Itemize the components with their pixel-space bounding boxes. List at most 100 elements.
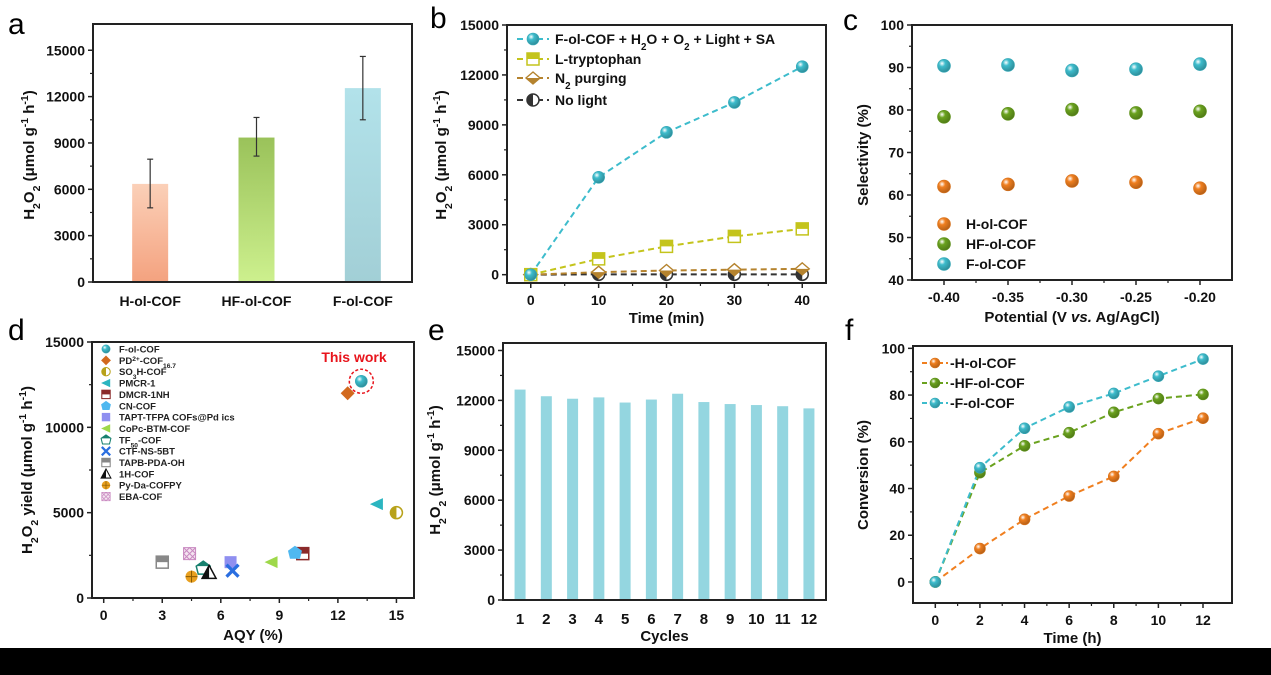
legend-item: CTF-NS-5BT bbox=[101, 446, 175, 458]
data-point bbox=[1018, 513, 1031, 526]
y-tick-label: 3000 bbox=[468, 217, 499, 233]
text-part: 2 bbox=[443, 203, 455, 209]
y-axis-title: H2O2 (μmol g-1 h-1) bbox=[431, 90, 455, 220]
data-point bbox=[182, 546, 197, 561]
data-point bbox=[1193, 104, 1207, 119]
text-part: H bbox=[433, 209, 450, 220]
plot-frame bbox=[92, 23, 413, 283]
half-fill bbox=[101, 367, 106, 376]
y-axis-title: H2O2 (μmol g-1 h-1) bbox=[425, 405, 449, 535]
half-fill bbox=[527, 53, 539, 59]
text-part: CN-COF bbox=[119, 401, 156, 412]
data-point bbox=[727, 229, 742, 244]
legend-item: H-ol-COF bbox=[937, 216, 1028, 232]
data-point bbox=[389, 505, 404, 520]
legend-item: F-ol-COF bbox=[937, 256, 1026, 272]
text-part: F-ol-COF bbox=[119, 345, 160, 356]
panel-letter: c bbox=[843, 4, 858, 37]
text-part: ) bbox=[19, 386, 36, 391]
triangle-marker bbox=[101, 378, 111, 388]
x-axis-title: Time (min) bbox=[629, 310, 705, 327]
legend-marker bbox=[101, 378, 111, 388]
legend-item: PMCR-1 bbox=[101, 379, 156, 390]
plot-frame bbox=[911, 24, 1233, 281]
legend-label: PMCR-1 bbox=[119, 379, 156, 390]
y-tick-label: 6000 bbox=[468, 167, 499, 183]
legend-marker bbox=[100, 434, 112, 445]
x-tick-label: 10 bbox=[591, 292, 607, 308]
legend-item: TAPB-PDA-OH bbox=[101, 457, 185, 469]
data-point bbox=[1107, 406, 1120, 419]
text-part: -1 bbox=[17, 414, 29, 423]
half-fill bbox=[101, 390, 111, 395]
legend-item: SO3H-COF bbox=[101, 366, 167, 381]
y-axis-title: Conversion (%) bbox=[855, 420, 872, 530]
text-part: No light bbox=[555, 92, 607, 108]
text-part: PMCR-1 bbox=[119, 379, 156, 390]
bar bbox=[567, 398, 579, 600]
text-part: 2 bbox=[29, 537, 41, 543]
legend-item: CN-COF bbox=[101, 400, 156, 412]
y-tick-label: 0 bbox=[487, 592, 495, 608]
legend-label: EBA-COF bbox=[119, 492, 162, 503]
panel-d: d This work 0 5000 10000 15000 0 3 6 9 12 15 AQY (%)… bbox=[8, 314, 415, 644]
text-part: Ag/AgCl) bbox=[1092, 309, 1160, 326]
data-point bbox=[1129, 62, 1143, 76]
data-point bbox=[264, 556, 278, 569]
text-part: H bbox=[19, 543, 36, 554]
panel-letter: f bbox=[845, 314, 854, 347]
bar bbox=[803, 408, 815, 600]
bar bbox=[344, 88, 381, 282]
y-tick-label: 70 bbox=[888, 145, 904, 161]
data-point bbox=[1197, 388, 1209, 401]
text-part: -1 bbox=[425, 433, 437, 442]
legend-item: Py-Da-COFPY bbox=[101, 481, 182, 492]
bar bbox=[593, 397, 605, 600]
y-tick-label: 20 bbox=[889, 527, 905, 543]
data-point bbox=[1063, 426, 1075, 439]
data-point bbox=[929, 576, 942, 588]
text-part: O bbox=[21, 191, 38, 203]
text-part: 2 bbox=[641, 42, 647, 53]
data-point bbox=[658, 263, 675, 278]
half-fill bbox=[659, 270, 674, 277]
x-tick-label: H-ol-COF bbox=[119, 293, 181, 309]
x-tick-label: -0.40 bbox=[928, 289, 960, 305]
x-tick-label: 6 bbox=[217, 607, 225, 623]
pentagon-marker bbox=[101, 400, 111, 410]
legend-item: N2 purging bbox=[517, 70, 627, 92]
y-tick-label: 15000 bbox=[45, 334, 84, 350]
legend-label: H-ol-COF bbox=[966, 216, 1028, 232]
annotation-this-work: This work bbox=[321, 349, 387, 365]
data-point bbox=[592, 171, 605, 184]
panel-f: f 0 20 40 60 80 100 0 2 4 6 8 10 12 Time (h) Conversion… bbox=[845, 314, 1233, 647]
x-tick-label: 0 bbox=[931, 612, 939, 628]
y-tick-label: 9000 bbox=[468, 117, 499, 133]
x-tick-label: 5 bbox=[621, 611, 629, 628]
data-point bbox=[225, 563, 240, 578]
half-fill bbox=[156, 556, 169, 563]
text-part: CTF-NS-5BT bbox=[119, 447, 175, 458]
text-part: DMCR-1NH bbox=[119, 390, 170, 401]
y-tick-label: 5000 bbox=[53, 505, 84, 521]
legend-label: 1H-COF bbox=[119, 469, 155, 480]
data-point bbox=[155, 555, 170, 569]
text-part: 2+ bbox=[132, 355, 140, 362]
legend-label: CN-COF bbox=[119, 401, 156, 412]
panel-c: c 40 50 60 70 80 90 100 -0.40 -0.35 -0.30 -0.25 -0.2… bbox=[843, 4, 1233, 326]
data-point bbox=[1001, 177, 1015, 192]
legend-item: CoPc-BTM-COF bbox=[101, 424, 190, 435]
text-part: 50 bbox=[131, 442, 139, 449]
x-tick-label: 20 bbox=[659, 292, 675, 308]
text-part: O bbox=[427, 506, 444, 518]
text-part: EBA-COF bbox=[119, 492, 162, 503]
text-part: Potential (V bbox=[984, 309, 1071, 326]
y-tick-label: 15000 bbox=[456, 342, 495, 358]
legend-item: EBA-COF bbox=[101, 491, 162, 503]
legend-marker bbox=[101, 366, 111, 377]
x-tick-label: HF-ol-COF bbox=[222, 293, 292, 309]
x-tick-label: 4 bbox=[1021, 612, 1029, 628]
data-point bbox=[1193, 181, 1207, 195]
legend-label: No light bbox=[555, 92, 607, 108]
x-marker bbox=[225, 563, 240, 578]
